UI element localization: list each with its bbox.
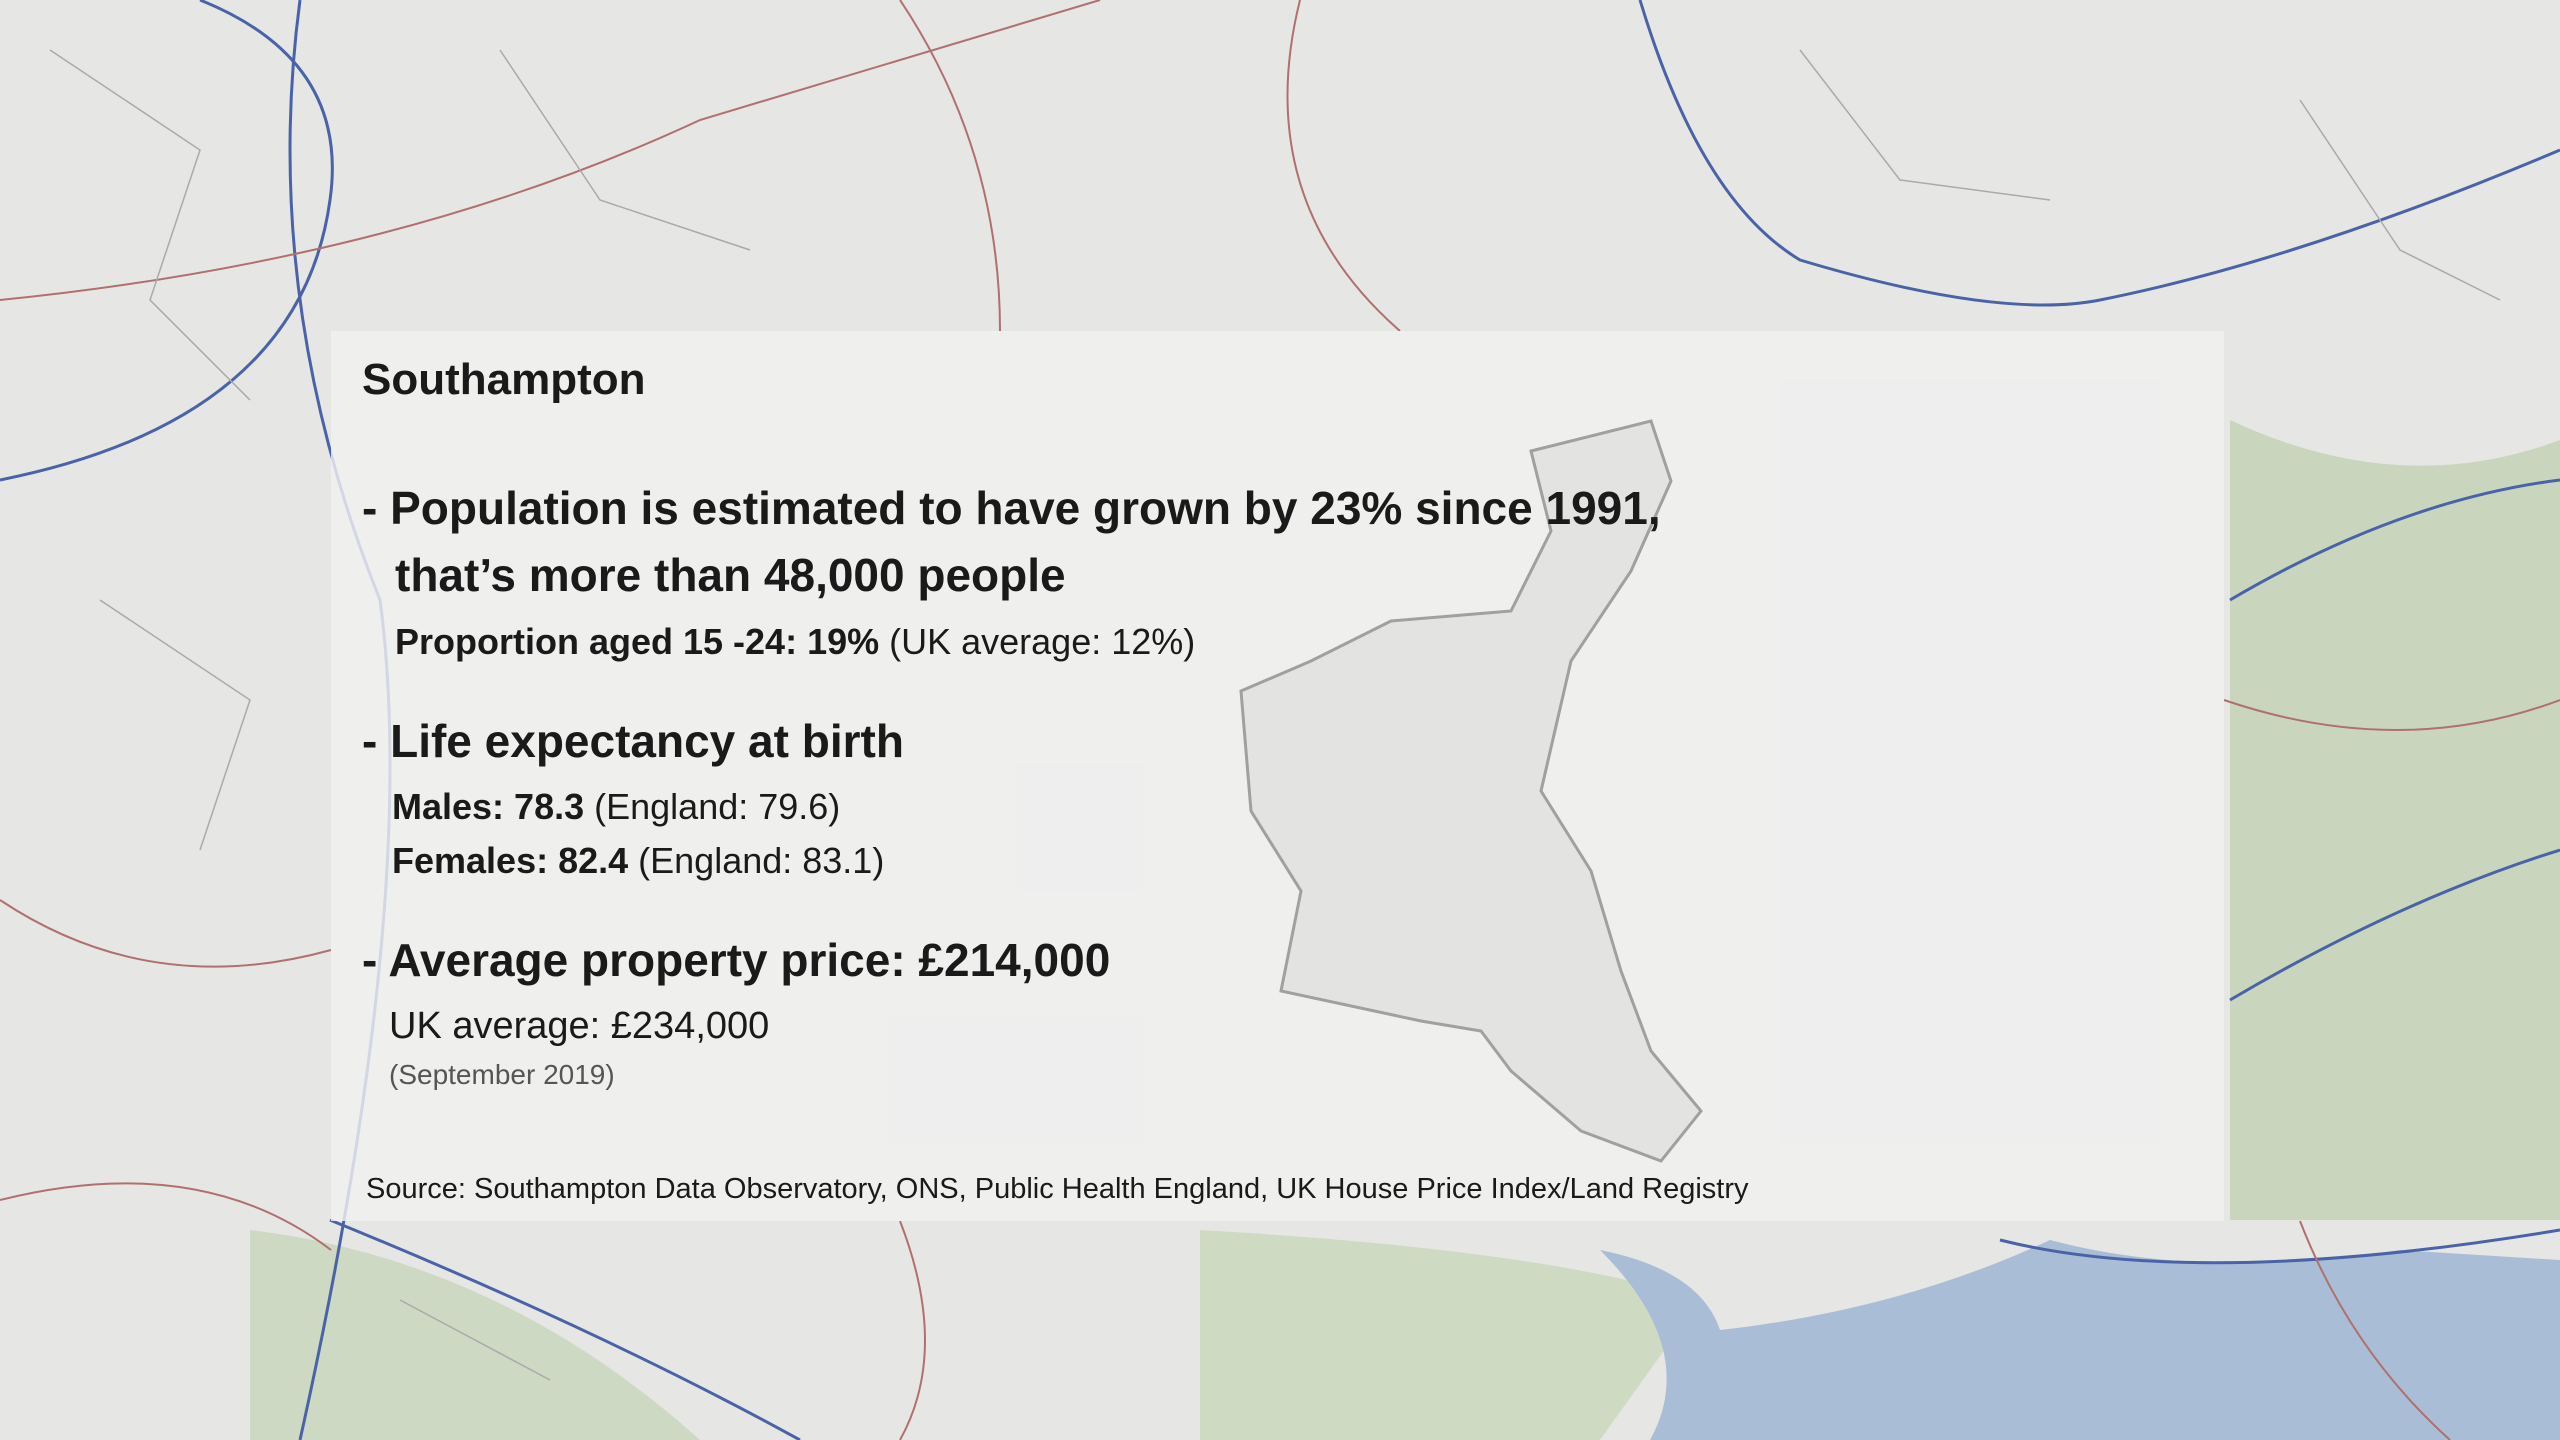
detail-bold: Proportion aged 15 -24: 19% <box>395 621 880 662</box>
population-headline-cont: that’s more than 48,000 people <box>395 549 1066 601</box>
property-date: (September 2019) <box>389 1059 615 1090</box>
males: Males: 78.3 (England: 79.6) <box>392 786 840 828</box>
property-headline: - Average property price: £214,000 <box>362 934 1111 986</box>
detail: (UK average: 12%) <box>889 621 1196 662</box>
population-detail: Proportion aged 15 -24: 19% (UK average: … <box>395 621 1195 663</box>
district-outline <box>1239 419 1703 1163</box>
females-bold: Females: 82.4 <box>392 840 629 881</box>
info-panel: Southampton - Population is estimated to… <box>331 331 2224 1221</box>
males-england: (England: 79.6) <box>594 786 841 827</box>
title: Southampton <box>362 355 646 404</box>
property-comparison: UK average: £234,000 <box>389 1005 770 1047</box>
source: Source: Southampton Data Observatory, ON… <box>366 1173 1749 1205</box>
males-bold: Males: 78.3 <box>392 786 585 827</box>
life-headline: - Life expectancy at birth <box>362 715 904 767</box>
females-england: (England: 83.1) <box>638 840 885 881</box>
population-headline: - Population is estimated to have grown … <box>362 482 1661 534</box>
females: Females: 82.4 (England: 83.1) <box>392 840 884 882</box>
